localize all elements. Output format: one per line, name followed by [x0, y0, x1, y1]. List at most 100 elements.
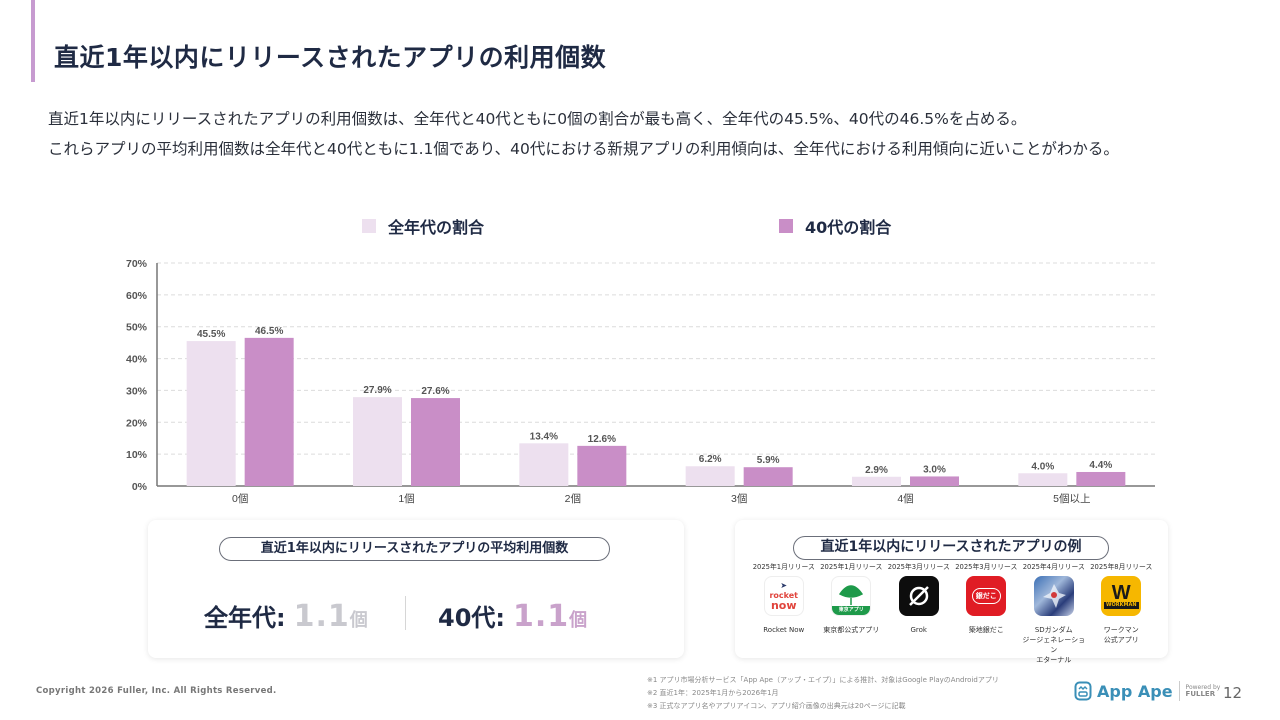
app-item-tokyo: 2025年1月リリース 東京アプリ 東京都公式アプリ — [818, 561, 886, 665]
app-ape-monkey-icon — [1074, 681, 1092, 701]
bar-40s — [1076, 471, 1126, 486]
app-name: SDガンダム ジージェネレーション エターナル — [1022, 626, 1086, 664]
tokyo-app-icon: 東京アプリ — [831, 576, 872, 616]
y-tick-label: 50% — [126, 322, 148, 334]
average-40s-label: 40代: — [438, 604, 505, 632]
legend-item-all-ages: 全年代の割合 — [362, 214, 484, 238]
sd-gundam-icon — [1033, 576, 1074, 616]
footnote-1: ※1 アプリ市場分析サービス「App Ape（アップ・エイプ）」による推計、対象… — [647, 676, 999, 684]
copyright: Copyright 2026 Fuller, Inc. All Rights R… — [36, 686, 277, 696]
legend-item-40s: 40代の割合 — [779, 214, 891, 238]
app-item-grok: 2025年3月リリース Grok — [885, 561, 953, 665]
page-number: 12 — [1223, 684, 1243, 702]
title-accent-bar — [31, 0, 35, 82]
bar-40s — [743, 467, 793, 486]
workman-icon: W WORKMAN — [1101, 576, 1142, 616]
bar-all-ages — [519, 443, 569, 486]
x-tick-label: 5個以上 — [1053, 492, 1090, 505]
data-label: 13.4% — [530, 431, 558, 442]
bar-all-ages — [852, 476, 901, 486]
app-item-gindaco: 2025年3月リリース 銀だこ 築地銀だこ — [953, 561, 1021, 665]
app-name: 東京都公式アプリ — [823, 626, 880, 634]
y-tick-label: 70% — [126, 258, 148, 270]
y-tick-label: 60% — [126, 290, 148, 302]
footnote-2: ※2 直近1年：2025年1月から2026年1月 — [647, 689, 779, 697]
ginkgo-leaf-icon — [839, 585, 864, 605]
data-label: 6.2% — [699, 454, 722, 465]
app-name: Rocket Now — [763, 626, 805, 634]
bar-all-ages — [186, 341, 236, 486]
app-examples-heading: 直近1年以内にリリースされたアプリの例 — [793, 536, 1109, 560]
y-tick-label: 40% — [126, 354, 148, 366]
average-40s: 40代: 1.1 個 — [438, 598, 587, 634]
x-tick-label: 2個 — [565, 492, 581, 505]
app-ape-logo: App Ape Powered by FULLER — [1074, 681, 1220, 701]
x-tick-label: 1個 — [398, 492, 414, 505]
app-name: ワークマン 公式アプリ — [1103, 626, 1139, 644]
tokyo-app-badge: 東京アプリ — [832, 606, 871, 615]
app-release-date: 2025年3月リリース — [887, 563, 950, 571]
y-tick-label: 10% — [126, 449, 148, 461]
average-card-heading: 直近1年以内にリリースされたアプリの平均利用個数 — [219, 537, 610, 561]
bar-all-ages — [685, 466, 735, 486]
summary-line-1: 直近1年以内にリリースされたアプリの利用個数は、全年代と40代ともに0個の割合が… — [48, 110, 1027, 128]
app-ape-logo-text: App Ape — [1097, 681, 1173, 701]
legend-label-40s: 40代の割合 — [805, 218, 892, 237]
average-all-ages-label: 全年代: — [204, 604, 286, 632]
summary-line-2: これらアプリの平均利用個数は全年代と40代ともに1.1個であり、40代における新… — [48, 140, 1119, 158]
data-label: 46.5% — [255, 326, 283, 337]
app-item-rocket-now: 2025年1月リリース ➤ rocket now Rocket Now — [750, 561, 818, 665]
bar-all-ages — [1018, 473, 1068, 486]
y-tick-label: 30% — [126, 385, 148, 397]
data-label: 4.0% — [1031, 461, 1054, 472]
y-tick-label: 0% — [132, 481, 148, 493]
gindaco-icon: 銀だこ — [966, 576, 1007, 616]
fuller-logo: Powered by FULLER — [1186, 684, 1221, 698]
app-release-date: 2025年1月リリース — [752, 563, 815, 571]
data-label: 27.9% — [363, 385, 391, 396]
data-label: 4.4% — [1089, 460, 1112, 471]
workman-badge: WORKMAN — [1103, 601, 1139, 609]
bar-40s — [577, 445, 627, 486]
app-examples-list: 2025年1月リリース ➤ rocket now Rocket Now 2025… — [750, 561, 1155, 665]
average-40s-unit: 個 — [569, 610, 588, 631]
data-label: 3.0% — [923, 464, 946, 475]
x-tick-label: 4個 — [897, 492, 913, 505]
footnote-3: ※3 正式なアプリ名やアプリアイコン、アプリ紹介画像の出典元は20ページに記載 — [647, 702, 906, 710]
x-tick-label: 0個 — [232, 492, 248, 505]
legend-label-all-ages: 全年代の割合 — [388, 218, 485, 237]
legend-swatch-all-ages — [362, 219, 376, 233]
app-name: 築地銀だこ — [968, 626, 1004, 634]
data-label: 45.5% — [197, 329, 225, 340]
legend-swatch-40s — [779, 219, 793, 233]
x-tick-label: 3個 — [731, 492, 747, 505]
bar-chart: 0% 10% 20% 30% 40% 50% 60% 70% 45.5% 46.5% 0個 27.9%… — [126, 258, 1155, 505]
bar-40s — [411, 398, 460, 486]
bar-all-ages — [353, 397, 402, 486]
app-item-sd-gundam: 2025年4月リリース SDガンダム ジージェネレーション エターナル — [1020, 561, 1088, 665]
data-label: 27.6% — [421, 386, 449, 397]
bar-40s — [910, 476, 959, 486]
gundam-artwork-icon — [1042, 584, 1066, 608]
average-40s-value: 1.1 — [513, 599, 570, 634]
app-release-date: 2025年1月リリース — [820, 563, 883, 571]
app-item-workman: 2025年8月リリース W WORKMAN ワークマン 公式アプリ — [1088, 561, 1156, 665]
y-tick-label: 20% — [126, 417, 148, 429]
logo-separator — [1178, 681, 1180, 701]
footnotes: ※1 アプリ市場分析サービス「App Ape（アップ・エイプ）」による推計、対象… — [647, 674, 999, 713]
app-release-date: 2025年4月リリース — [1022, 563, 1085, 571]
rocket-now-icon: ➤ rocket now — [763, 576, 804, 616]
average-all-ages-unit: 個 — [349, 610, 368, 631]
gindaco-badge: 銀だこ — [971, 588, 1001, 604]
app-name: Grok — [910, 626, 928, 634]
grok-icon — [898, 576, 939, 616]
grok-logo-icon — [908, 586, 929, 606]
bar-40s — [244, 337, 294, 486]
page-title: 直近1年以内にリリースされたアプリの利用個数 — [54, 43, 607, 72]
average-all-ages-value: 1.1 — [293, 599, 350, 634]
app-release-date: 2025年3月リリース — [955, 563, 1018, 571]
data-label: 12.6% — [588, 434, 616, 445]
data-label: 2.9% — [865, 465, 888, 476]
summary-text: 直近1年以内にリリースされたアプリの利用個数は、全年代と40代ともに0個の割合が… — [48, 104, 1119, 164]
average-divider — [405, 596, 406, 630]
